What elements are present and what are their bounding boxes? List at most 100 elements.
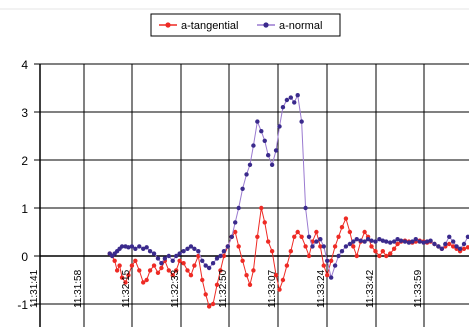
- data-point: [465, 234, 469, 239]
- data-point: [303, 205, 308, 211]
- y-tick-label: 3: [21, 106, 28, 120]
- legend-swatch-marker: [165, 22, 171, 28]
- data-point: [233, 229, 238, 235]
- data-point: [273, 148, 279, 153]
- data-point: [151, 263, 157, 268]
- data-point: [147, 268, 153, 273]
- data-point: [343, 244, 349, 249]
- data-point: [292, 234, 297, 239]
- legend-label: a-normal: [279, 20, 322, 32]
- x-tick-label: 11:33:07: [267, 269, 278, 308]
- data-point: [170, 258, 175, 263]
- data-point: [461, 241, 467, 247]
- data-point: [443, 241, 448, 247]
- data-point: [200, 277, 205, 283]
- data-point: [144, 245, 149, 250]
- data-point: [206, 265, 212, 271]
- data-point: [262, 220, 267, 225]
- data-point: [314, 239, 319, 244]
- data-point: [447, 241, 452, 247]
- data-point: [155, 256, 161, 261]
- chart-axes: [34, 63, 469, 327]
- data-point: [369, 244, 374, 249]
- data-point: [137, 268, 142, 273]
- data-point: [203, 292, 208, 297]
- data-point: [369, 238, 374, 243]
- x-tick-label: 11:33:24: [316, 269, 327, 308]
- data-point: [192, 246, 197, 251]
- data-point: [280, 105, 286, 110]
- data-point: [159, 261, 164, 266]
- data-point: [391, 246, 397, 251]
- data-point: [188, 244, 194, 249]
- data-point: [137, 244, 142, 249]
- series-layer: [107, 93, 469, 309]
- x-tick-label: 11:31:41: [29, 269, 40, 308]
- data-point: [210, 261, 216, 266]
- data-point: [236, 205, 241, 211]
- data-point: [450, 244, 456, 249]
- data-point: [166, 268, 171, 273]
- data-point: [436, 244, 441, 249]
- data-point: [277, 287, 282, 292]
- legend-label: a-tangential: [181, 20, 239, 32]
- data-point: [354, 237, 359, 242]
- data-point: [117, 263, 122, 268]
- data-point: [225, 244, 231, 249]
- data-point: [328, 275, 334, 280]
- data-point: [295, 229, 300, 235]
- x-tick-label: 11:32:50: [218, 269, 229, 308]
- data-point: [465, 245, 469, 250]
- tick-labels: 4 3 2 1 0 -1 11:31:41 11:31:58 11:32:15 11:32:33 1…: [17, 58, 424, 312]
- data-point: [457, 246, 463, 251]
- data-point: [162, 256, 168, 261]
- data-point: [406, 240, 412, 245]
- data-point: [192, 263, 197, 268]
- data-point: [141, 280, 146, 285]
- data-point: [380, 249, 386, 254]
- data-point: [221, 249, 227, 254]
- y-tick-label: 2: [21, 154, 28, 168]
- data-point: [388, 251, 393, 256]
- data-point: [159, 265, 164, 271]
- data-point: [265, 153, 271, 158]
- data-point: [173, 253, 179, 259]
- data-point: [166, 253, 171, 259]
- data-point: [119, 275, 125, 280]
- data-point: [417, 239, 422, 244]
- data-point: [218, 253, 223, 259]
- data-point: [318, 237, 323, 242]
- y-tick-label: 4: [21, 58, 28, 72]
- data-point: [454, 244, 459, 249]
- data-point: [177, 251, 182, 256]
- data-point: [339, 225, 345, 230]
- legend-box: [150, 13, 341, 37]
- data-point: [240, 258, 245, 263]
- data-point: [384, 253, 389, 259]
- y-tick-label: 0: [21, 250, 28, 264]
- data-point: [123, 280, 128, 285]
- data-point: [428, 238, 433, 243]
- x-tick-label: 11:31:58: [73, 269, 84, 308]
- data-point: [119, 244, 125, 249]
- data-point: [388, 240, 393, 245]
- data-point: [280, 277, 286, 283]
- data-point: [336, 234, 341, 239]
- data-point: [351, 244, 356, 249]
- data-point: [284, 97, 290, 103]
- data-point: [354, 253, 359, 259]
- data-point: [314, 229, 319, 235]
- data-point: [185, 268, 190, 273]
- data-point: [147, 249, 153, 254]
- chart-grid: [0, 8, 469, 327]
- data-point: [206, 304, 212, 309]
- data-point: [343, 216, 349, 221]
- data-point: [347, 229, 353, 235]
- legend-swatch-marker: [263, 22, 269, 28]
- data-point: [210, 301, 216, 307]
- data-point: [203, 263, 208, 268]
- data-point: [447, 234, 452, 239]
- data-point: [214, 282, 220, 287]
- data-point: [310, 244, 315, 249]
